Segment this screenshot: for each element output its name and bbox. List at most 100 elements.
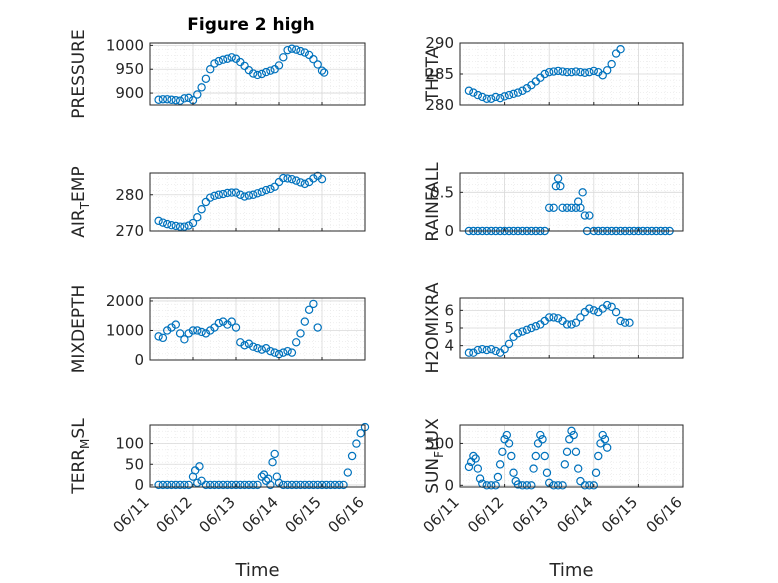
y-axis-label: AIRTEMP — [69, 166, 92, 237]
data-point — [292, 176, 301, 185]
data-point — [536, 430, 545, 440]
data-point — [184, 93, 193, 103]
data-point — [218, 189, 228, 199]
data-point — [309, 174, 318, 183]
data-point — [558, 481, 567, 490]
data-point — [322, 480, 331, 490]
axes-frame — [149, 424, 366, 488]
data-point — [158, 218, 168, 227]
data-point — [493, 472, 503, 482]
data-point — [513, 88, 523, 97]
data-point — [507, 451, 516, 461]
data-point — [257, 69, 266, 79]
data-point — [210, 480, 219, 490]
data-point — [167, 95, 176, 104]
data-point — [585, 304, 594, 313]
data-point — [244, 480, 254, 490]
data-point — [596, 439, 605, 448]
data-point — [562, 320, 572, 329]
data-point — [268, 458, 277, 467]
data-point — [569, 430, 578, 440]
data-point — [279, 348, 288, 357]
data-point — [304, 50, 314, 60]
data-point — [205, 480, 215, 490]
data-point — [513, 329, 523, 338]
data-point — [236, 338, 245, 347]
data-point — [560, 460, 570, 469]
data-point — [296, 178, 305, 187]
data-point — [292, 45, 301, 54]
data-point — [319, 68, 329, 77]
y-tick-label: 280 — [115, 186, 144, 204]
x-tick-label: 06/11 — [420, 493, 463, 536]
data-point — [283, 480, 292, 490]
data-point — [551, 181, 561, 191]
data-point — [240, 480, 249, 490]
data-point — [313, 60, 322, 69]
data-point — [218, 55, 228, 64]
data-point — [223, 54, 232, 63]
y-axis-label: THETA — [423, 46, 443, 102]
x-axis-label: Time — [234, 560, 279, 581]
x-tick-label: 06/14 — [239, 493, 282, 536]
data-point — [540, 451, 549, 461]
data-point — [594, 451, 603, 461]
data-point — [184, 221, 193, 230]
data-point — [549, 481, 558, 490]
data-point — [585, 211, 594, 220]
axes-frame — [149, 42, 366, 106]
data-point — [210, 59, 219, 68]
data-point — [154, 95, 163, 104]
y-tick-label: 1000 — [106, 321, 144, 339]
data-point — [253, 480, 262, 490]
data-point — [167, 323, 176, 332]
axes-frame — [149, 172, 366, 232]
data-point — [589, 66, 599, 76]
data-point — [491, 481, 500, 490]
data-point — [602, 300, 612, 310]
data-point — [549, 313, 558, 322]
data-point — [498, 447, 507, 457]
data-point — [201, 329, 211, 338]
data-point — [154, 480, 163, 490]
y-tick-label: 5 — [444, 319, 454, 337]
x-tick-label: 06/13 — [196, 493, 239, 536]
x-tick-label: 06/16 — [643, 493, 686, 536]
data-point — [487, 94, 496, 104]
y-tick-label: 6 — [444, 301, 454, 319]
data-point — [167, 220, 176, 230]
data-point — [171, 221, 180, 231]
data-point — [540, 69, 549, 79]
plot-area — [150, 173, 365, 231]
data-point — [464, 462, 474, 472]
data-point — [257, 345, 266, 354]
x-axis-label: Time — [548, 560, 593, 581]
y-tick-label: 0 — [134, 351, 144, 369]
data-point — [545, 67, 554, 77]
data-point — [527, 481, 536, 490]
data-point — [309, 480, 318, 490]
data-point — [193, 326, 202, 335]
data-point — [317, 480, 327, 490]
data-point — [500, 344, 509, 354]
y-tick-label: 50 — [125, 455, 144, 473]
data-point — [580, 211, 590, 220]
data-point — [347, 451, 357, 461]
data-point — [585, 481, 594, 490]
data-point — [162, 219, 172, 229]
data-point — [509, 89, 518, 99]
x-tick-label: 06/14 — [553, 493, 596, 536]
data-point — [500, 92, 509, 101]
data-point — [562, 203, 572, 212]
data-point — [287, 174, 297, 184]
data-point — [567, 67, 576, 77]
data-point — [214, 190, 223, 199]
data-point — [469, 88, 478, 97]
data-point — [158, 95, 168, 104]
data-point — [180, 222, 189, 231]
data-point — [531, 322, 541, 331]
data-point — [585, 67, 594, 77]
data-point — [175, 329, 185, 338]
data-point — [482, 345, 491, 355]
